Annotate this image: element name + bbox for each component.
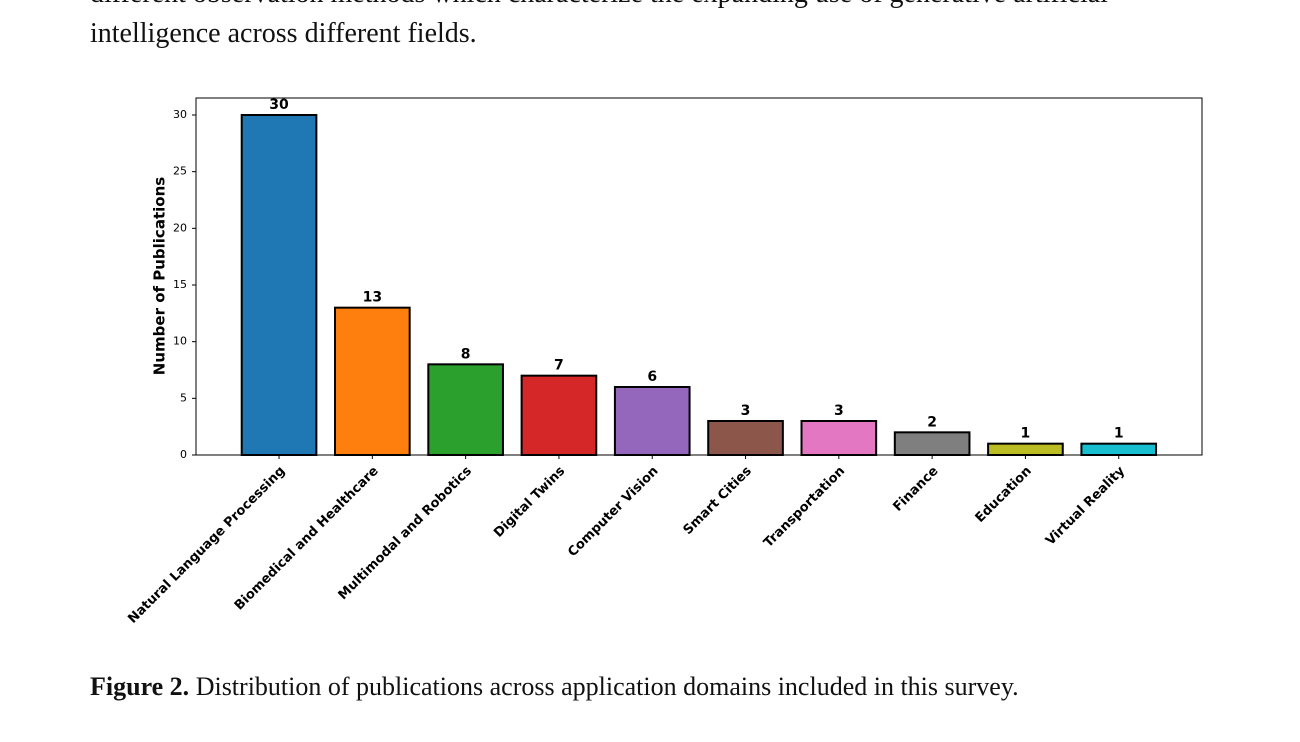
- y-tick-label: 30: [173, 108, 187, 121]
- value-label: 2: [927, 414, 937, 430]
- caption-text: Distribution of publications across appl…: [195, 672, 1019, 701]
- value-label: 30: [269, 97, 289, 113]
- y-tick-label: 5: [180, 391, 187, 404]
- value-label: 3: [834, 403, 844, 419]
- bar: [1080, 442, 1158, 456]
- bar: [893, 431, 971, 457]
- x-tick-label: Digital Twins: [491, 464, 568, 541]
- y-tick-label: 20: [173, 221, 187, 234]
- value-label: 6: [647, 369, 657, 385]
- bar: [520, 374, 598, 456]
- bar: [240, 114, 318, 456]
- caption: Figure 2. Distribution of publications a…: [90, 672, 1019, 702]
- x-tick-label: Computer Vision: [565, 464, 661, 560]
- bar: [427, 363, 504, 457]
- y-tick-label: 15: [173, 278, 187, 291]
- value-label: 1: [1021, 426, 1031, 442]
- value-label: 8: [461, 346, 471, 362]
- y-tick-label: 25: [173, 165, 187, 178]
- x-tick-label: Education: [973, 464, 1035, 526]
- x-tick-label: Virtual Reality: [1043, 463, 1128, 548]
- bar: [613, 386, 691, 456]
- plot-frame: [195, 97, 1203, 456]
- bar: [334, 306, 411, 456]
- x-tick-label: Smart Cities: [681, 464, 755, 538]
- value-label: 1: [1114, 426, 1124, 442]
- bar: [987, 442, 1064, 456]
- value-label: 3: [741, 403, 751, 419]
- paragraph-line: intelligence across different fields.: [90, 18, 477, 49]
- y-axis-label: Number of Publications: [151, 177, 169, 375]
- value-label: 13: [363, 290, 382, 306]
- y-tick-label: 0: [180, 448, 187, 461]
- y-tick-label: 10: [173, 335, 187, 348]
- paragraph-line: different observation methods which char…: [90, 0, 1108, 10]
- x-tick-label: Finance: [890, 464, 941, 515]
- value-label: 7: [554, 358, 564, 374]
- bar: [707, 420, 784, 456]
- x-tick-label: Natural Language Processing: [125, 464, 288, 627]
- bar: [800, 420, 878, 456]
- x-tick-label: Transportation: [761, 464, 848, 551]
- caption-label: Figure 2.: [90, 672, 190, 701]
